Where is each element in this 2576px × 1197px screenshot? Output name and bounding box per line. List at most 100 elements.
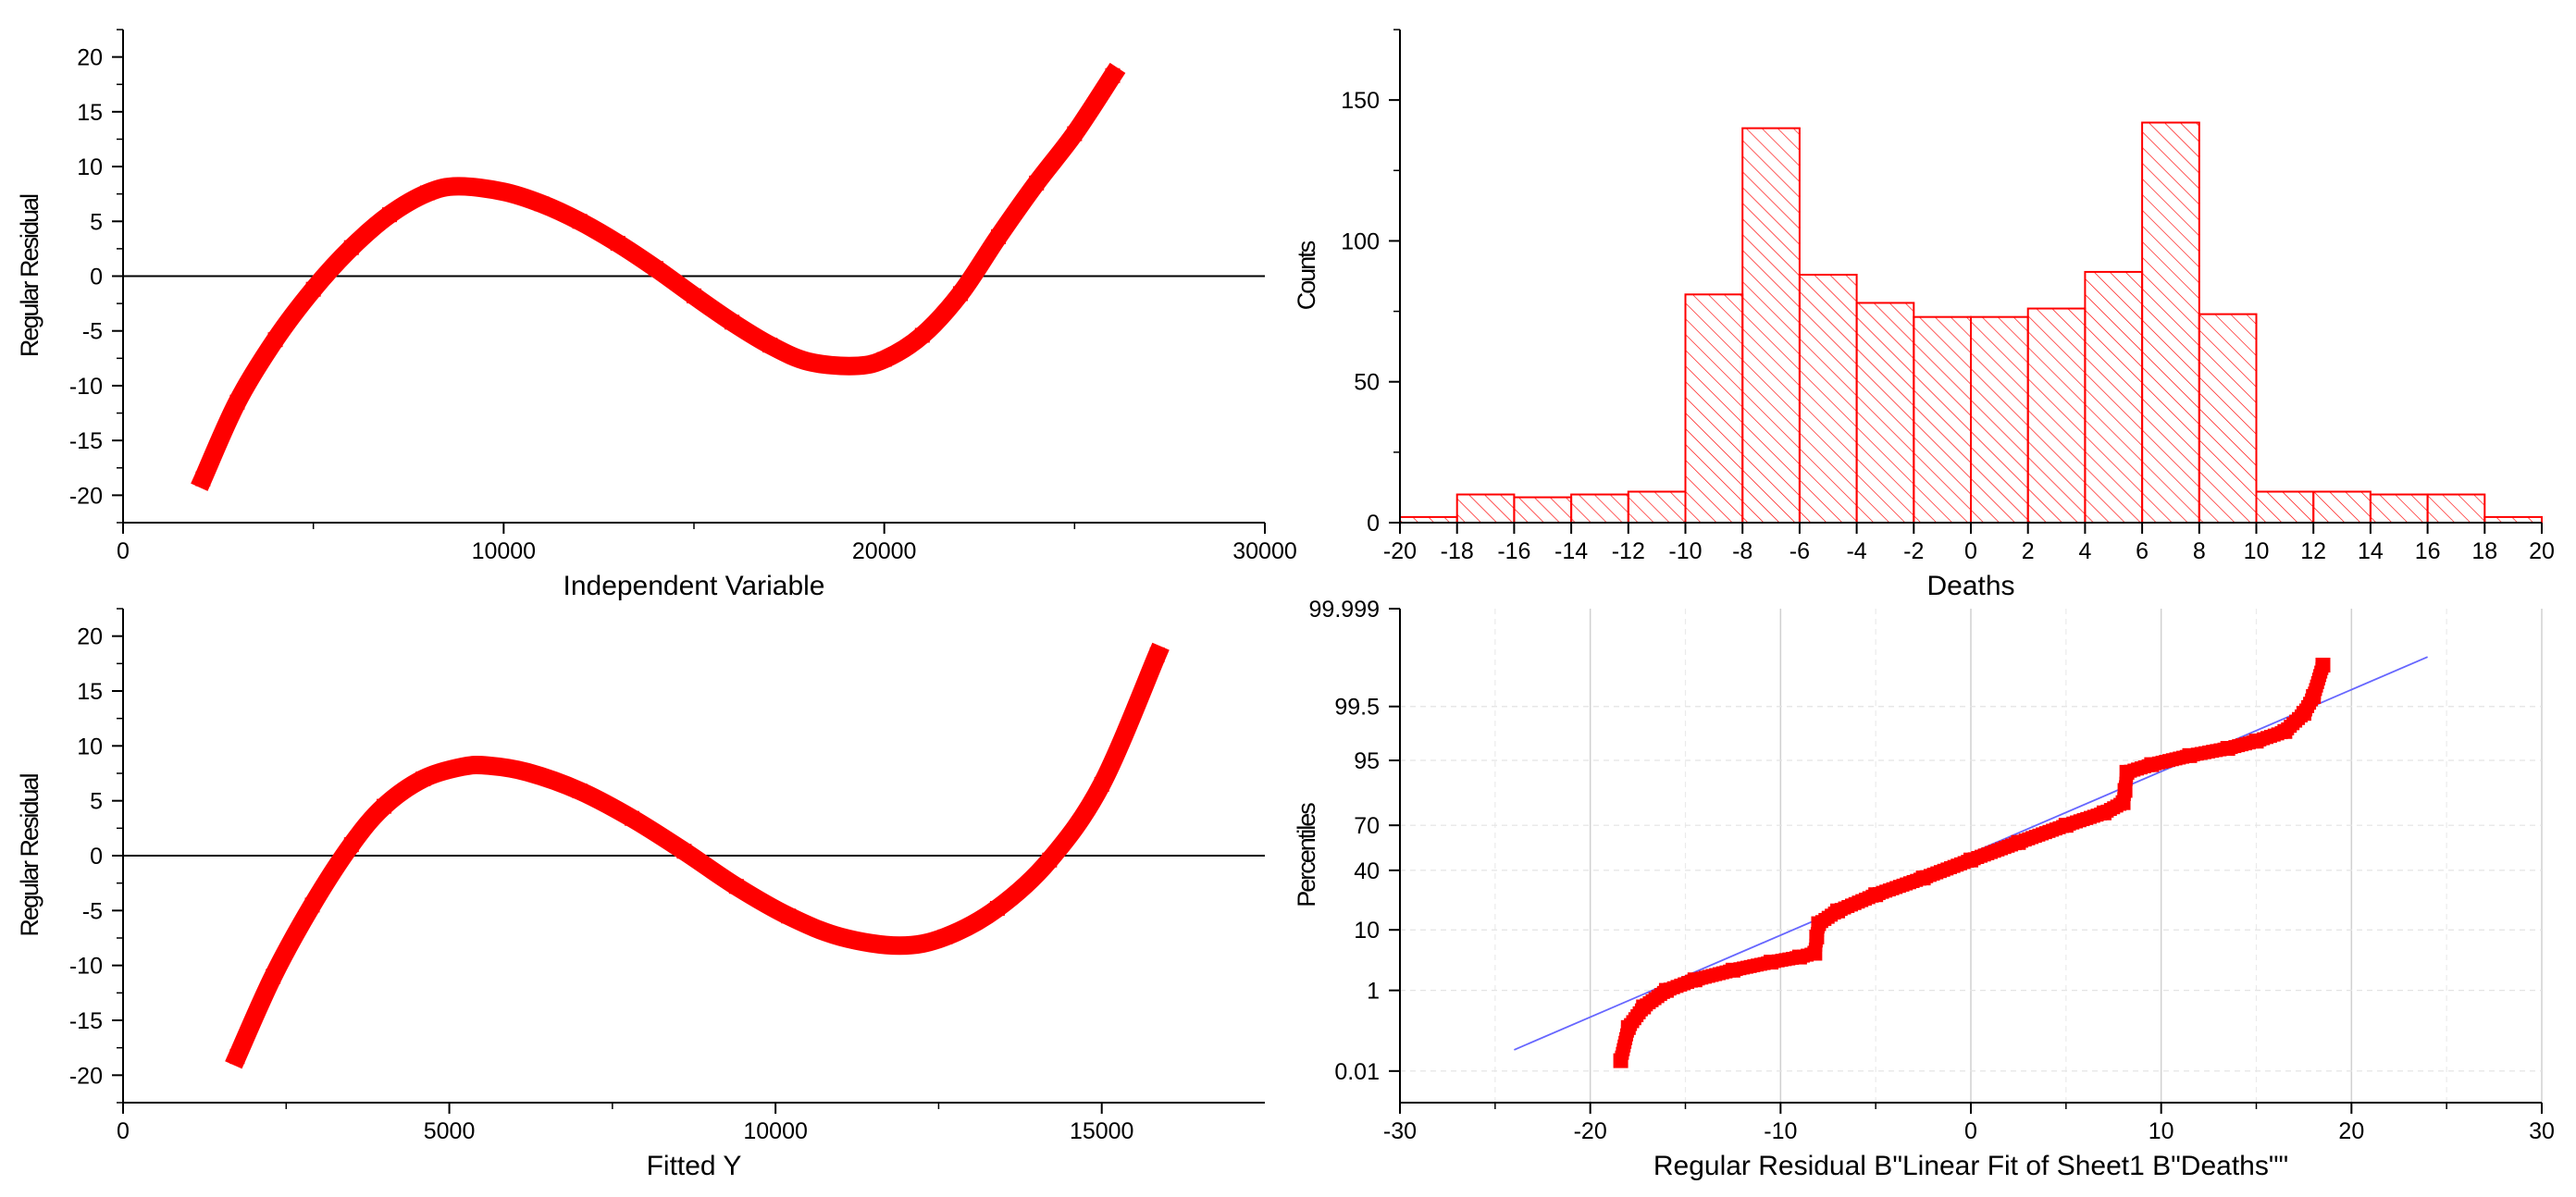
x-tick-label: 5000 (424, 1118, 476, 1144)
y-tick-label: -20 (69, 483, 103, 509)
probability-point (1963, 852, 1978, 868)
residual-point (1067, 126, 1083, 142)
histogram-bar (1913, 315, 1973, 524)
residual-point (520, 764, 536, 780)
residual-point (534, 196, 550, 212)
probability-point (1658, 982, 1674, 998)
residual-point (381, 207, 397, 223)
probability-point (2117, 783, 2133, 798)
histogram-bar (2426, 493, 2486, 524)
x-tick-label: 14 (2358, 538, 2384, 564)
x-tick-label: 20000 (852, 538, 917, 564)
y-axis-title: Counts (1293, 241, 1320, 310)
residual-point (610, 235, 625, 251)
histogram-bar (1741, 127, 1801, 524)
probability-point (1809, 929, 1825, 944)
y-tick-label: 1 (1367, 979, 1380, 1005)
x-axis-title: Fitted Y (647, 1151, 742, 1181)
x-tick-label: 18 (2471, 538, 2497, 564)
x-tick-label: 15000 (1070, 1118, 1134, 1144)
x-tick-label: 10 (2244, 538, 2270, 564)
y-tick-label: 150 (1341, 88, 1380, 114)
residual-point (195, 471, 211, 487)
residual-point (496, 184, 512, 200)
x-tick-label: 16 (2415, 538, 2441, 564)
x-tick-label: -14 (1554, 538, 1588, 564)
x-tick-label: -16 (1497, 538, 1530, 564)
residual-point (833, 929, 848, 944)
residual-point (781, 908, 797, 924)
x-tick-label: -12 (1612, 538, 1645, 564)
y-tick-label: 40 (1354, 858, 1380, 884)
probability-point (2182, 747, 2198, 763)
probability-point (1807, 945, 1823, 961)
histogram-bar (1855, 302, 1915, 524)
y-tick-label: -20 (69, 1063, 103, 1089)
x-axis-title: Independent Variable (563, 571, 824, 601)
x-tick-label: 8 (2193, 538, 2206, 564)
residual-point (728, 879, 744, 895)
residual-point (687, 288, 701, 303)
y-tick-label: 95 (1354, 748, 1380, 774)
histogram-bar (2141, 121, 2200, 524)
y-tick-label: 20 (77, 45, 103, 71)
y-tick-label: 0.01 (1334, 1059, 1380, 1085)
probability-point (2315, 657, 2331, 673)
y-tick-label: 100 (1341, 228, 1380, 254)
x-tick-label: -4 (1846, 538, 1866, 564)
x-tick-label: 30000 (1232, 538, 1297, 564)
probability-point (2248, 734, 2264, 749)
probability-point (2144, 757, 2160, 772)
probability-point (1811, 916, 1827, 932)
histogram-bar (1970, 315, 2029, 524)
y-tick-label: 20 (77, 624, 103, 650)
residual-point (450, 179, 465, 194)
y-tick-label: 10 (77, 734, 103, 759)
residual-point (952, 286, 968, 302)
residual-point (1149, 647, 1165, 662)
residual-point (625, 810, 640, 826)
y-tick-label: 10 (77, 154, 103, 180)
residual-point (229, 394, 245, 410)
chart-residual_histogram: -20 -18 -16 -14 -12 -10 -8 -6 -4 -2 0 2 4 6 8 10 12 14 16 1… (1293, 29, 2555, 601)
x-tick-label: 6 (2136, 538, 2149, 564)
residual-point (762, 338, 778, 353)
y-tick-label: 70 (1354, 813, 1380, 839)
x-axis-title: Deaths (1926, 571, 2014, 601)
residual-point (454, 759, 470, 774)
histogram-bar (2255, 490, 2315, 524)
residual-point (876, 352, 892, 367)
residual-point (305, 281, 321, 297)
x-tick-label: -10 (1764, 1118, 1797, 1144)
plots-layer: 0 10000 20000 30000-20-15-10-505101520Indep… (16, 29, 2555, 1181)
probability-point (1868, 887, 1884, 903)
probability-point (2011, 834, 2026, 850)
y-tick-label: 0 (90, 844, 103, 870)
residual-point (343, 240, 359, 255)
probability-point (1613, 1053, 1629, 1068)
x-axis-title: Regular Residual B"Linear Fit of Sheet1 … (1653, 1151, 2288, 1181)
residual-point (266, 969, 281, 984)
x-tick-label: 0 (1964, 1118, 1977, 1144)
residual-point (572, 783, 588, 798)
y-tick-label: 0 (90, 265, 103, 290)
residual-point (420, 185, 436, 201)
probability-point (2277, 723, 2293, 739)
x-tick-label: -2 (1903, 538, 1924, 564)
histogram-bar (1513, 496, 1573, 524)
histogram-bar (1570, 493, 1629, 524)
residual-point (800, 353, 816, 369)
histogram-bar (2198, 313, 2258, 524)
probability-point (2220, 741, 2235, 757)
y-tick-label: 5 (90, 209, 103, 235)
histogram-bar (2084, 270, 2144, 524)
x-tick-label: -6 (1790, 538, 1810, 564)
x-tick-label: 20 (2529, 538, 2555, 564)
x-tick-label: 0 (117, 538, 130, 564)
y-axis-title: Percentiles (1293, 803, 1320, 907)
residual-point (1042, 852, 1058, 868)
probability-point (1915, 870, 1931, 886)
histogram-bar (1455, 493, 1516, 524)
residual-point (1105, 68, 1121, 83)
residual-point (267, 332, 283, 348)
